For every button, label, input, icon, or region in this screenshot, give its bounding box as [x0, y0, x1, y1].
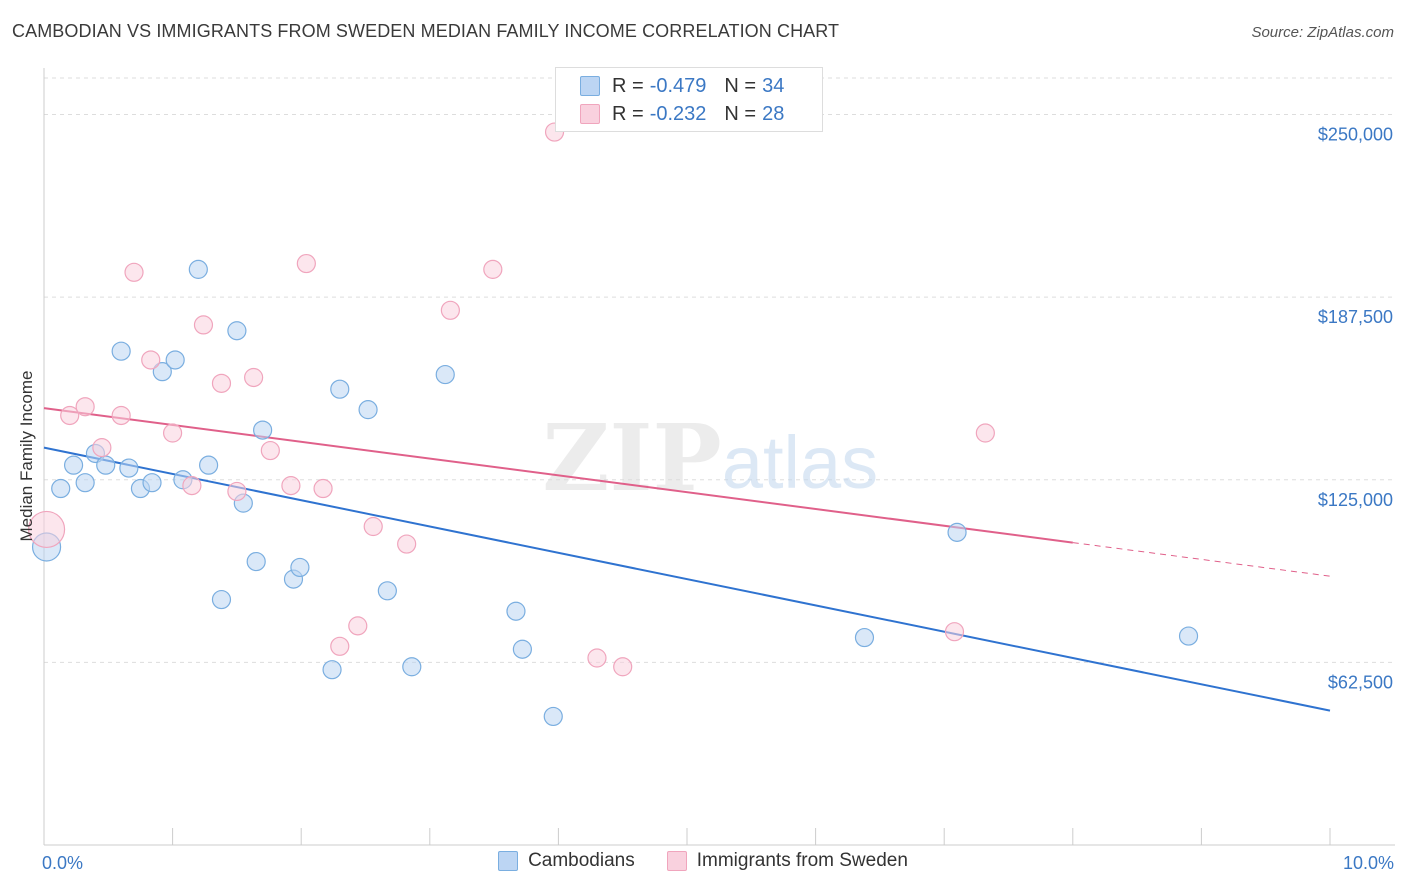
data-point — [322, 660, 342, 680]
series-0-points — [31, 259, 1199, 727]
data-point — [358, 400, 378, 420]
data-point — [211, 373, 232, 393]
data-point — [402, 657, 422, 677]
legend-row-sweden: R = -0.232 N = 28 — [556, 99, 784, 129]
legend-r-value: -0.232 — [649, 102, 707, 125]
data-point — [1178, 626, 1199, 646]
y-tick-label: $250,000 — [1318, 125, 1393, 145]
data-point — [227, 481, 247, 502]
axes — [43, 68, 1395, 846]
data-point — [290, 557, 310, 578]
data-point — [27, 510, 66, 549]
data-point — [111, 341, 131, 361]
data-point — [51, 478, 71, 499]
data-point — [111, 405, 131, 426]
trend-line-1-extension — [1072, 542, 1331, 577]
data-point — [163, 423, 183, 443]
legend-r-value: -0.479 — [649, 74, 707, 97]
x-tick-label: 10.0% — [1343, 853, 1394, 873]
data-point — [96, 455, 116, 475]
data-point — [587, 648, 607, 668]
legend-n-value: 34 — [762, 74, 785, 97]
legend-swatch-cambodians — [498, 851, 519, 871]
series-1-points — [27, 122, 995, 677]
data-point — [854, 627, 875, 648]
watermark-zip: ZIP — [542, 404, 721, 512]
data-points — [27, 122, 1199, 727]
legend-r-label: R = — [612, 74, 644, 97]
data-point — [227, 321, 247, 341]
data-point — [975, 423, 995, 443]
data-point — [348, 616, 368, 636]
trend-lines — [43, 407, 1331, 712]
correlation-legend: R = -0.479 N = 34 R = -0.232 N = 28 — [555, 67, 823, 132]
data-point — [440, 300, 460, 320]
data-point — [613, 657, 633, 677]
data-point — [141, 350, 161, 370]
data-point — [193, 315, 214, 335]
y-axis-title: Median Family Income — [17, 370, 36, 541]
legend-item-sweden[interactable]: Immigrants from Sweden — [666, 850, 908, 872]
data-point — [142, 473, 162, 493]
data-point — [330, 379, 350, 399]
data-point — [330, 636, 350, 656]
legend-swatch-sweden — [580, 104, 600, 124]
data-point — [182, 476, 202, 496]
chart-source: Source: ZipAtlas.com — [1251, 24, 1394, 41]
watermark-atlas: atlas — [722, 421, 878, 504]
data-point — [313, 478, 333, 499]
legend-label-cambodians: Cambodians — [528, 850, 635, 871]
data-point — [947, 522, 967, 542]
data-point — [60, 405, 80, 426]
data-point — [244, 367, 264, 388]
x-tick-label: 0.0% — [42, 853, 83, 873]
data-point — [512, 639, 532, 659]
legend-n-value: 28 — [762, 102, 785, 125]
data-point — [483, 259, 503, 279]
legend-n-label: N = — [724, 74, 757, 97]
data-point — [435, 364, 455, 385]
y-tick-label: $187,500 — [1318, 307, 1393, 327]
data-point — [281, 476, 301, 496]
watermark: ZIP atlas — [542, 404, 878, 512]
data-point — [165, 350, 185, 370]
legend-swatch-sweden — [666, 851, 687, 871]
data-point — [92, 438, 112, 458]
data-point — [63, 455, 84, 475]
data-point — [119, 458, 139, 478]
data-point — [253, 420, 273, 440]
chart-title: CAMBODIAN VS IMMIGRANTS FROM SWEDEN MEDI… — [12, 21, 840, 41]
data-point — [944, 622, 965, 642]
data-point — [75, 397, 95, 417]
gridlines — [44, 77, 1395, 663]
data-point — [260, 440, 280, 461]
legend-label-sweden: Immigrants from Sweden — [696, 850, 908, 871]
data-point — [75, 473, 95, 493]
data-point — [211, 589, 232, 610]
tick-labels: $62,500 $125,000 $187,500 $250,000 0.0% 10.0%… — [17, 125, 1394, 873]
series-legend: Cambodians Immigrants from Sweden — [0, 850, 1406, 872]
legend-row-cambodians: R = -0.479 N = 34 — [556, 71, 784, 101]
legend-item-cambodians[interactable]: Cambodians — [498, 850, 635, 872]
data-point — [363, 516, 383, 537]
data-point — [377, 581, 397, 601]
data-point — [188, 259, 208, 279]
data-point — [152, 362, 172, 382]
y-tick-label: $125,000 — [1318, 490, 1393, 510]
legend-swatch-cambodians — [580, 76, 600, 96]
legend-r-label: R = — [612, 102, 644, 125]
data-point — [246, 551, 266, 572]
data-point — [296, 253, 316, 274]
trend-line-0 — [43, 446, 1331, 712]
data-point — [124, 262, 144, 282]
data-point — [397, 534, 417, 554]
data-point — [199, 455, 219, 475]
data-point — [543, 706, 563, 727]
trend-line-1 — [43, 407, 1073, 544]
legend-n-label: N = — [724, 102, 757, 125]
data-point — [506, 601, 526, 621]
y-tick-label: $62,500 — [1328, 672, 1393, 692]
